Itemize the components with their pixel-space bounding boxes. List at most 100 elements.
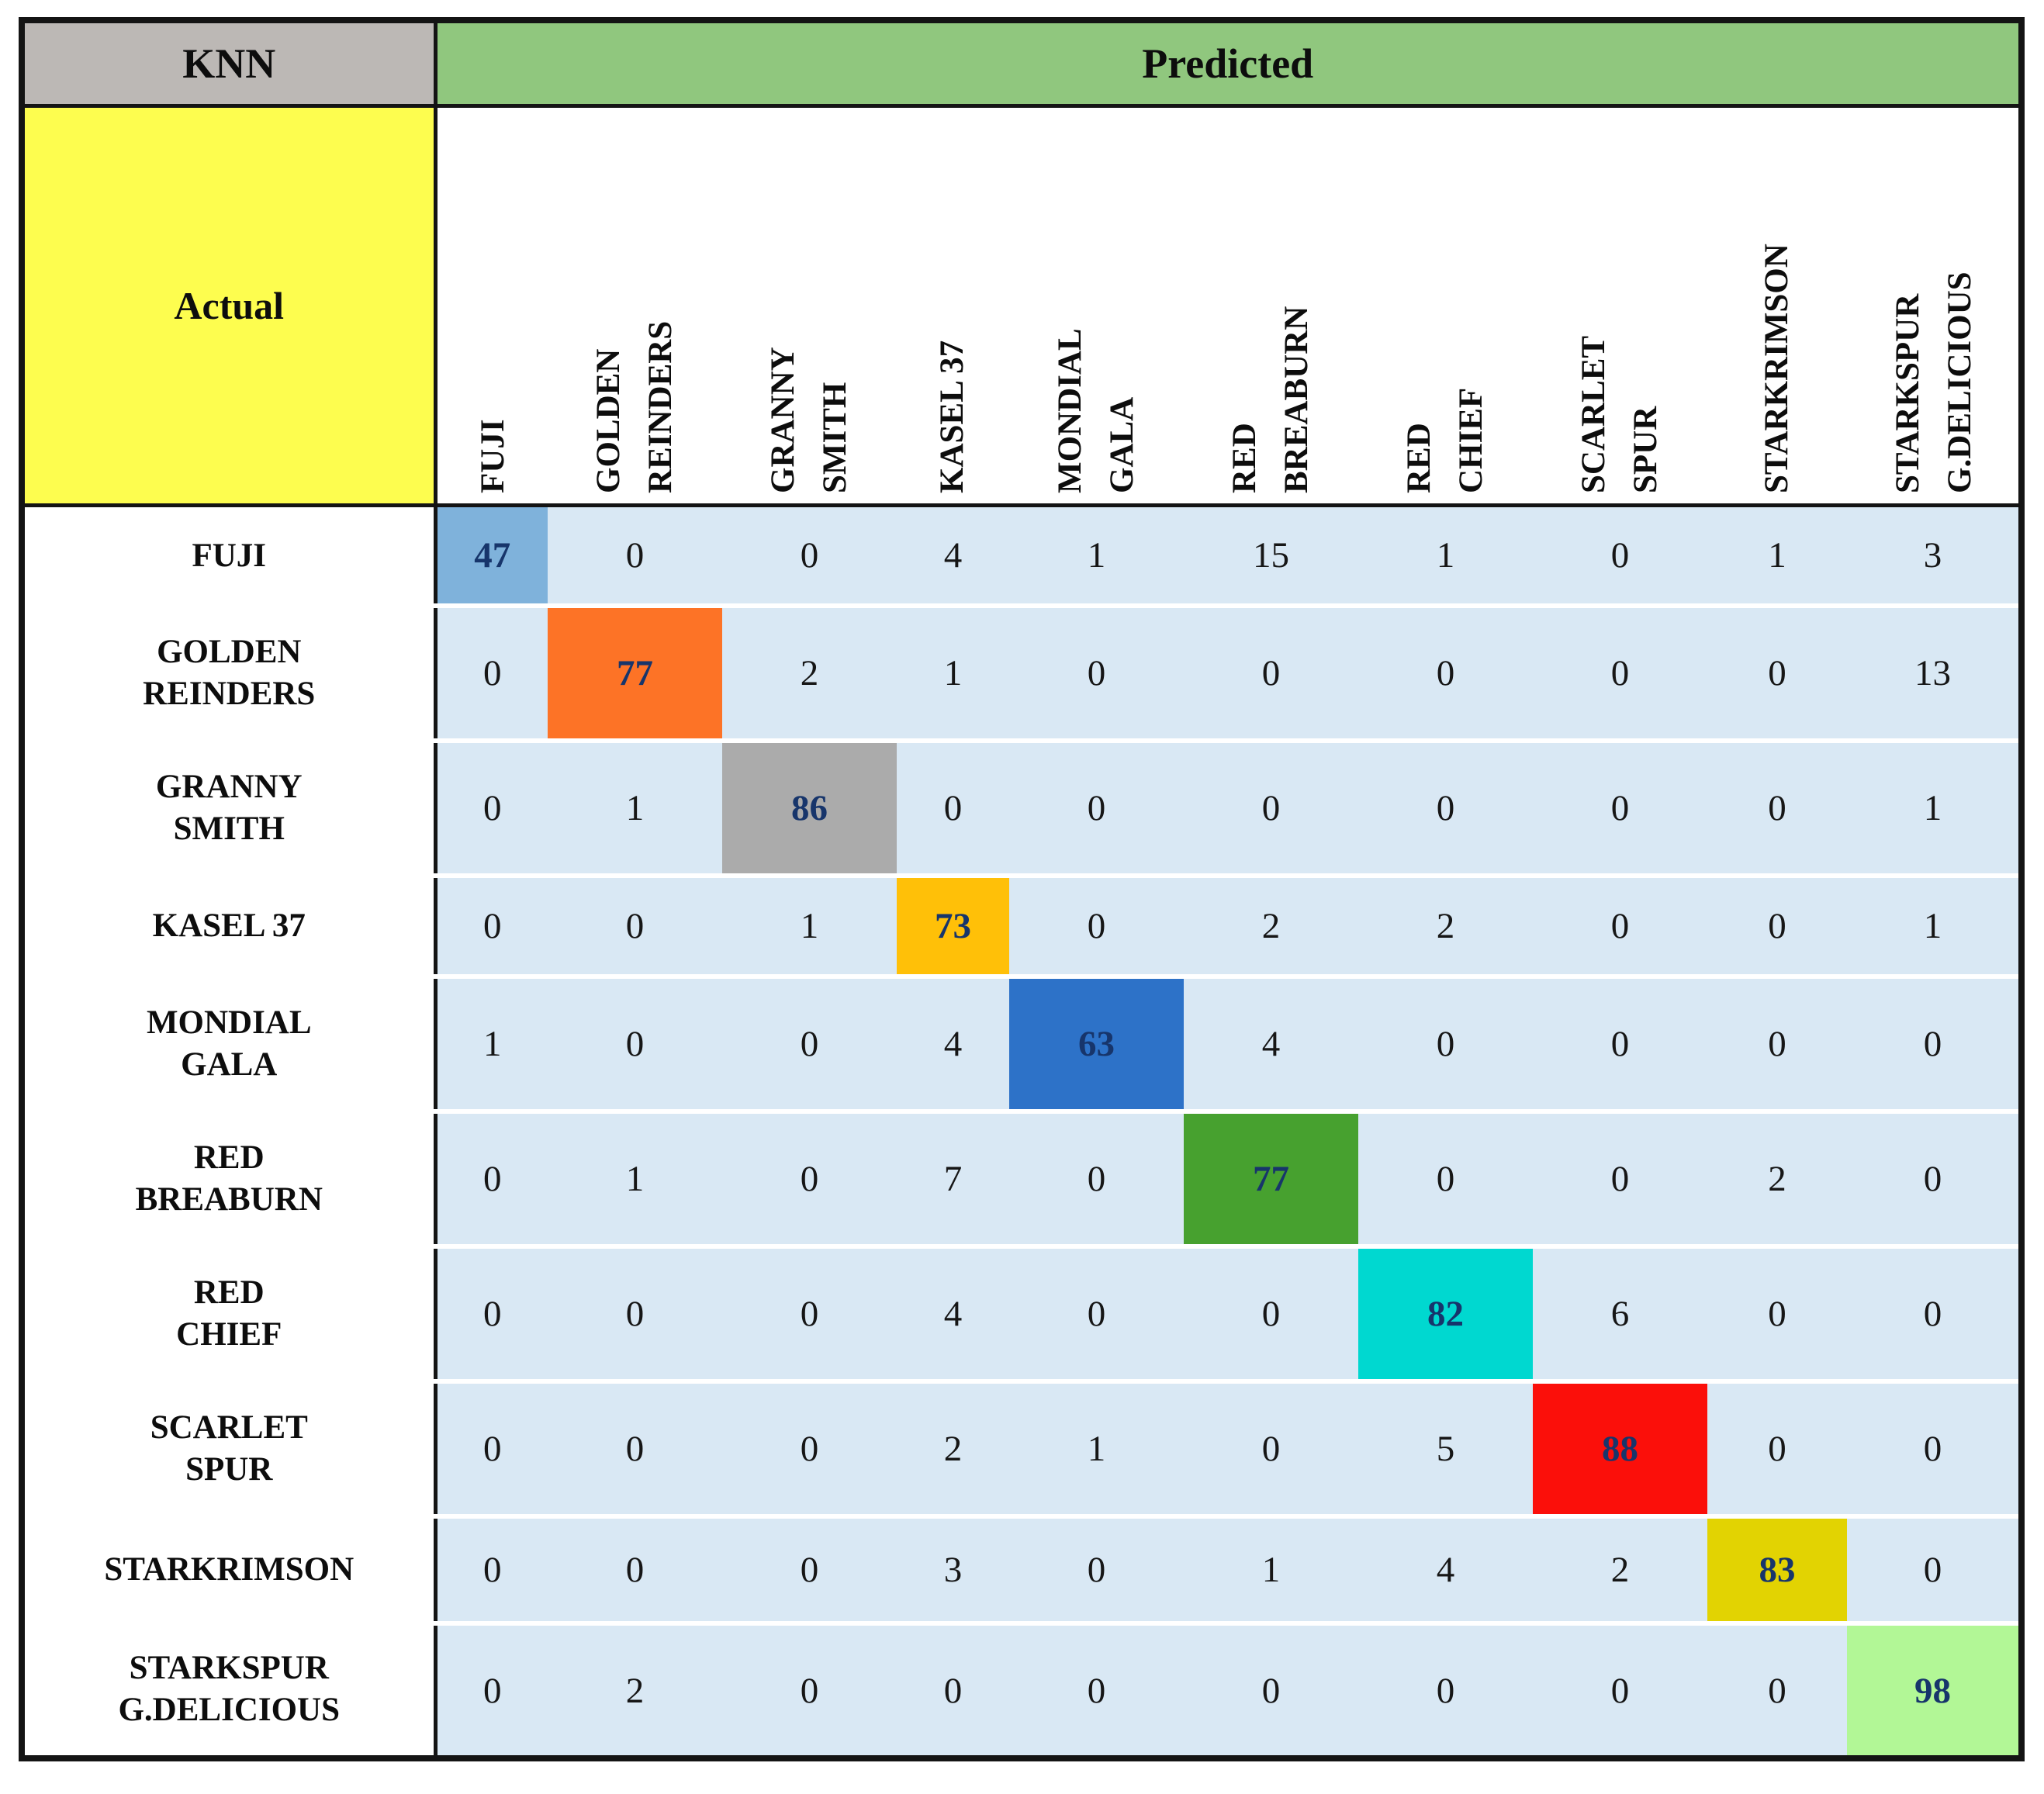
cell-granny-smith-red-chief: 0 bbox=[1358, 741, 1533, 878]
cell-golden-reinders-scarlet-spur: 0 bbox=[1533, 606, 1707, 743]
row-label-red-breaburn: RED BREABURN bbox=[22, 1111, 438, 1246]
cell-red-chief-mondial-gala: 0 bbox=[1009, 1246, 1184, 1384]
cell-granny-smith-scarlet-spur: 0 bbox=[1533, 741, 1707, 878]
cell-granny-smith-red-breaburn: 0 bbox=[1184, 741, 1358, 878]
cell-red-chief-red-breaburn: 0 bbox=[1184, 1246, 1358, 1384]
cell-scarlet-spur-starkrimson: 0 bbox=[1707, 1381, 1847, 1519]
matrix-row-starkspur-g-delicious: STARKSPUR G.DELICIOUS 0 2 0 0 0 0 0 0 0 98 bbox=[22, 1623, 2022, 1758]
cell-kasel-37-kasel-37: 73 bbox=[897, 876, 1009, 979]
rotated-label-mondial-gala: MONDIAL GALA bbox=[1009, 108, 1184, 507]
cell-fuji-red-chief: 1 bbox=[1358, 505, 1533, 608]
cell-red-breaburn-starkspur-g-delicious: 0 bbox=[1847, 1111, 2022, 1249]
cell-red-breaburn-scarlet-spur: 0 bbox=[1533, 1111, 1707, 1249]
column-header-granny-smith: GRANNY SMITH bbox=[722, 105, 897, 507]
cell-golden-reinders-red-chief: 0 bbox=[1358, 606, 1533, 743]
column-header-text: STARKSPUR G.DELICIOUS bbox=[1889, 271, 1978, 493]
matrix-row-red-chief: RED CHIEF 0 0 0 4 0 0 82 6 0 0 bbox=[22, 1246, 2022, 1384]
cell-red-breaburn-red-breaburn: 77 bbox=[1184, 1111, 1358, 1249]
cell-scarlet-spur-scarlet-spur: 88 bbox=[1533, 1381, 1707, 1519]
matrix-row-kasel-37: KASEL 37 0 0 1 73 0 2 2 0 0 1 bbox=[22, 876, 2022, 979]
cell-kasel-37-red-chief: 2 bbox=[1358, 876, 1533, 979]
cell-kasel-37-scarlet-spur: 0 bbox=[1533, 876, 1707, 979]
model-name-cell: KNN bbox=[19, 18, 438, 108]
confusion-matrix-table: KNN Predicted Actual FUJI GOLDEN REINDERS G… bbox=[19, 17, 2025, 1761]
cell-fuji-starkrimson: 1 bbox=[1707, 505, 1847, 608]
cell-granny-smith-mondial-gala: 0 bbox=[1009, 741, 1184, 878]
column-header-text: GRANNY SMITH bbox=[764, 346, 853, 493]
cell-starkspur-g-delicious-kasel-37: 0 bbox=[897, 1623, 1009, 1758]
cell-starkspur-g-delicious-golden-reinders: 2 bbox=[548, 1623, 722, 1758]
cell-starkrimson-starkrimson: 83 bbox=[1707, 1516, 1847, 1626]
cell-scarlet-spur-mondial-gala: 1 bbox=[1009, 1381, 1184, 1519]
cell-starkspur-g-delicious-starkspur-g-delicious: 98 bbox=[1847, 1623, 2022, 1758]
cell-kasel-37-granny-smith: 1 bbox=[722, 876, 897, 979]
axis-header-row: KNN Predicted bbox=[19, 18, 2024, 108]
cell-starkspur-g-delicious-mondial-gala: 0 bbox=[1009, 1623, 1184, 1758]
cell-starkrimson-scarlet-spur: 2 bbox=[1533, 1516, 1707, 1626]
row-label-mondial-gala: MONDIAL GALA bbox=[22, 977, 438, 1111]
column-header-text: STARKRIMSON bbox=[1758, 243, 1795, 493]
cell-golden-reinders-mondial-gala: 0 bbox=[1009, 606, 1184, 743]
column-header-fuji: FUJI bbox=[435, 105, 548, 507]
cell-fuji-kasel-37: 4 bbox=[897, 505, 1009, 608]
cell-scarlet-spur-red-breaburn: 0 bbox=[1184, 1381, 1358, 1519]
cell-starkrimson-fuji: 0 bbox=[435, 1516, 548, 1626]
cell-red-breaburn-fuji: 0 bbox=[435, 1111, 548, 1249]
matrix-row-granny-smith: GRANNY SMITH 0 1 86 0 0 0 0 0 0 1 bbox=[22, 741, 2022, 878]
cell-fuji-fuji: 47 bbox=[435, 505, 548, 608]
cell-fuji-scarlet-spur: 0 bbox=[1533, 505, 1707, 608]
cell-granny-smith-granny-smith: 86 bbox=[722, 741, 897, 878]
matrix-row-red-breaburn: RED BREABURN 0 1 0 7 0 77 0 0 2 0 bbox=[22, 1111, 2022, 1249]
cell-mondial-gala-golden-reinders: 0 bbox=[548, 977, 722, 1114]
cell-golden-reinders-golden-reinders: 77 bbox=[548, 606, 722, 743]
cell-starkspur-g-delicious-fuji: 0 bbox=[435, 1623, 548, 1758]
cell-starkspur-g-delicious-granny-smith: 0 bbox=[722, 1623, 897, 1758]
cell-starkrimson-mondial-gala: 0 bbox=[1009, 1516, 1184, 1626]
cell-red-chief-kasel-37: 4 bbox=[897, 1246, 1009, 1384]
column-header-red-chief: RED CHIEF bbox=[1358, 105, 1533, 507]
cell-granny-smith-fuji: 0 bbox=[435, 741, 548, 878]
cell-granny-smith-kasel-37: 0 bbox=[897, 741, 1009, 878]
cell-red-breaburn-starkrimson: 2 bbox=[1707, 1111, 1847, 1249]
matrix-row-mondial-gala: MONDIAL GALA 1 0 0 4 63 4 0 0 0 0 bbox=[22, 977, 2022, 1114]
column-header-text: KASEL 37 bbox=[934, 340, 971, 493]
cell-kasel-37-mondial-gala: 0 bbox=[1009, 876, 1184, 979]
row-label-granny-smith: GRANNY SMITH bbox=[22, 741, 438, 876]
row-label-starkspur-g-delicious: STARKSPUR G.DELICIOUS bbox=[22, 1623, 438, 1758]
cell-red-chief-scarlet-spur: 6 bbox=[1533, 1246, 1707, 1384]
cell-mondial-gala-fuji: 1 bbox=[435, 977, 548, 1114]
cell-golden-reinders-kasel-37: 1 bbox=[897, 606, 1009, 743]
cell-red-chief-starkrimson: 0 bbox=[1707, 1246, 1847, 1384]
predicted-axis-label: Predicted bbox=[433, 18, 2024, 108]
cell-mondial-gala-kasel-37: 4 bbox=[897, 977, 1009, 1114]
column-header-text: FUJI bbox=[474, 418, 511, 493]
cell-granny-smith-starkspur-g-delicious: 1 bbox=[1847, 741, 2022, 878]
cell-fuji-mondial-gala: 1 bbox=[1009, 505, 1184, 608]
cell-fuji-granny-smith: 0 bbox=[722, 505, 897, 608]
cell-starkrimson-starkspur-g-delicious: 0 bbox=[1847, 1516, 2022, 1626]
cell-mondial-gala-granny-smith: 0 bbox=[722, 977, 897, 1114]
matrix-row-golden-reinders: GOLDEN REINDERS 0 77 2 1 0 0 0 0 0 13 bbox=[22, 606, 2022, 743]
column-header-mondial-gala: MONDIAL GALA bbox=[1009, 105, 1184, 507]
rotated-label-starkrimson: STARKRIMSON bbox=[1707, 108, 1847, 507]
row-label-starkrimson: STARKRIMSON bbox=[22, 1516, 438, 1623]
rotated-label-red-chief: RED CHIEF bbox=[1358, 108, 1533, 507]
actual-axis-label: Actual bbox=[19, 103, 438, 507]
column-header-text: RED CHIEF bbox=[1400, 387, 1489, 493]
rotated-label-red-breaburn: RED BREABURN bbox=[1184, 108, 1358, 507]
cell-scarlet-spur-red-chief: 5 bbox=[1358, 1381, 1533, 1519]
cell-granny-smith-golden-reinders: 1 bbox=[548, 741, 722, 878]
cell-red-breaburn-granny-smith: 0 bbox=[722, 1111, 897, 1249]
cell-red-breaburn-red-chief: 0 bbox=[1358, 1111, 1533, 1249]
matrix-row-starkrimson: STARKRIMSON 0 0 0 3 0 1 4 2 83 0 bbox=[22, 1516, 2022, 1626]
cell-red-chief-granny-smith: 0 bbox=[722, 1246, 897, 1384]
column-header-kasel-37: KASEL 37 bbox=[897, 105, 1009, 507]
cell-red-breaburn-mondial-gala: 0 bbox=[1009, 1111, 1184, 1249]
cell-scarlet-spur-granny-smith: 0 bbox=[722, 1381, 897, 1519]
column-header-text: GOLDEN REINDERS bbox=[590, 320, 679, 493]
rotated-label-scarlet-spur: SCARLET SPUR bbox=[1533, 108, 1707, 507]
column-header-starkrimson: STARKRIMSON bbox=[1707, 105, 1847, 507]
cell-granny-smith-starkrimson: 0 bbox=[1707, 741, 1847, 878]
cell-scarlet-spur-starkspur-g-delicious: 0 bbox=[1847, 1381, 2022, 1519]
